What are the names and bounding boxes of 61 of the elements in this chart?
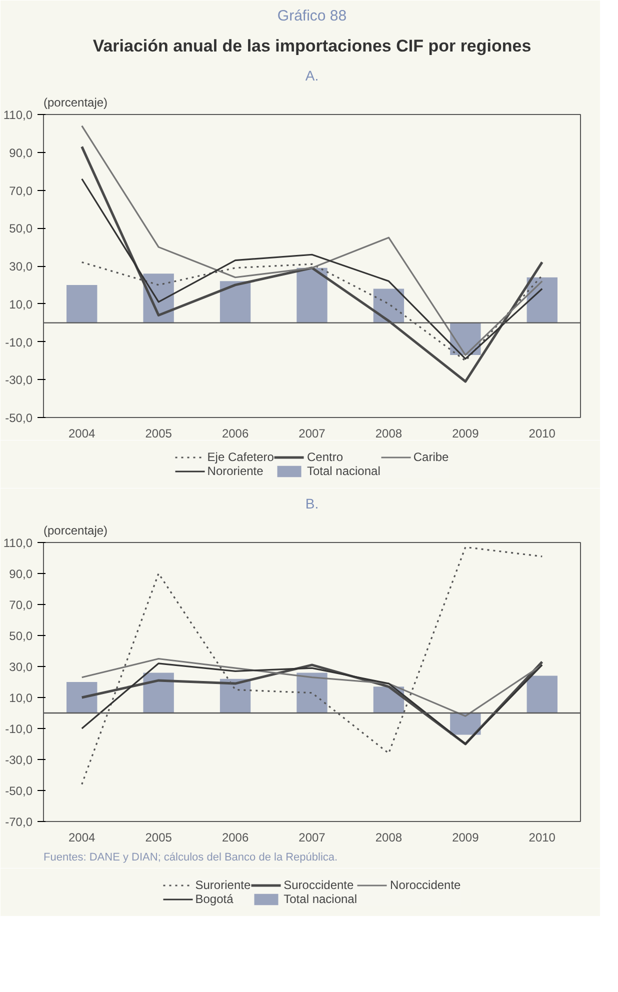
y-axis-title: (porcentaje) (44, 524, 108, 538)
legend-label: Suroriente (195, 878, 251, 892)
bar (526, 277, 558, 323)
x-tick-label: 2005 (145, 426, 172, 440)
y-tick-label: -30,0 (5, 753, 33, 767)
y-tick-label: 30,0 (9, 260, 33, 274)
y-tick-label: 30,0 (9, 660, 33, 674)
y-tick-label: 10,0 (9, 691, 33, 705)
bar (66, 284, 98, 323)
x-tick-label: 2010 (528, 830, 556, 844)
line-series (81, 658, 543, 717)
chart-title: Gráfico 88 (277, 8, 347, 24)
y-tick-label: -50,0 (5, 784, 33, 798)
line-series (81, 125, 543, 356)
y-tick-label: -70,0 (5, 815, 33, 829)
y-tick-label: 90,0 (9, 146, 33, 160)
x-tick-label: 2005 (145, 830, 172, 844)
bar (220, 281, 251, 323)
text: A. (305, 68, 319, 84)
x-tick-label: 2009 (452, 426, 480, 440)
y-tick-label: 50,0 (9, 629, 33, 643)
y-tick-label: 50,0 (9, 222, 33, 236)
y-tick-label: 70,0 (9, 184, 33, 198)
bar (296, 672, 328, 713)
chart-title: B. (305, 496, 319, 512)
y-tick-label: 90,0 (9, 567, 33, 581)
y-tick-label: 110,0 (3, 536, 33, 550)
y-tick-label: -10,0 (5, 335, 33, 350)
legend-label: Caribe (413, 450, 449, 464)
x-tick-label: 2007 (298, 426, 326, 440)
y-axis-title: (porcentaje) (44, 96, 108, 110)
y-tick-label: -50,0 (5, 411, 33, 425)
y-tick-label: 110,0 (3, 108, 33, 122)
legend-label: Suroccidente (284, 878, 354, 892)
legend-label: Centro (306, 450, 344, 464)
x-tick-label: 2007 (298, 830, 326, 844)
x-tick-label: 2008 (375, 830, 402, 844)
chart-subtitle: Variación anual de las importaciones CIF por regiones (92, 36, 532, 56)
legend-label: Total nacional (284, 892, 358, 906)
bar (66, 682, 98, 713)
line-series (81, 178, 543, 360)
bar (526, 676, 558, 713)
x-tick-label: 2006 (222, 426, 249, 440)
x-tick-label: 2010 (528, 426, 556, 440)
legend-label: Bogotá (195, 892, 234, 906)
legend-label: Nororiente (207, 464, 264, 478)
source-note: Fuentes: DANE y DIAN; cálculos del Banco de la República. (44, 852, 338, 864)
x-tick-label: 2008 (375, 426, 402, 440)
y-tick-label: -10,0 (5, 722, 33, 736)
y-tick-label: 10,0 (9, 297, 33, 312)
y-tick-label: -30,0 (5, 373, 33, 388)
legend-label: Total nacional (306, 464, 380, 478)
bar (296, 268, 328, 323)
legend-label: Eje Cafetero (207, 450, 274, 464)
x-tick-label: 2004 (68, 426, 96, 440)
bar (143, 672, 174, 713)
x-tick-label: 2004 (68, 830, 96, 844)
y-tick-label: 70,0 (9, 598, 33, 612)
x-tick-label: 2009 (452, 830, 480, 844)
legend-label: Noroccidente (390, 878, 461, 892)
x-tick-label: 2006 (222, 830, 249, 844)
